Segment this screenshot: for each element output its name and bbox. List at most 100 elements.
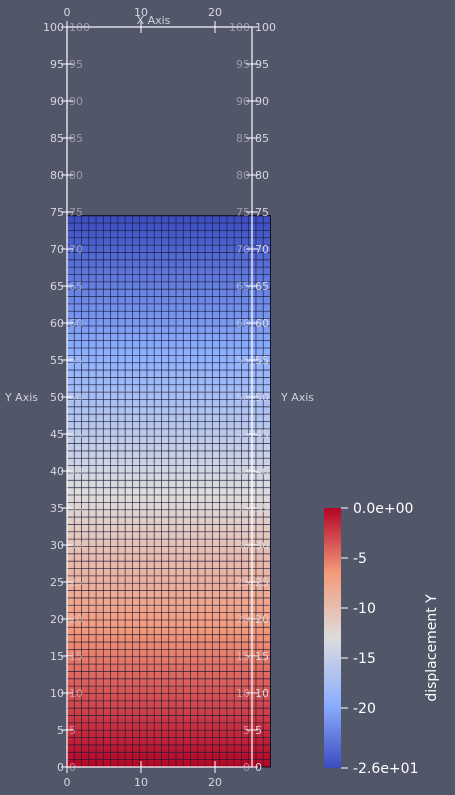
y-tick-label-left-inner: 80: [69, 169, 83, 182]
y-tick-label-right-inner: 100: [229, 21, 250, 34]
y-tick-label-right: 45: [255, 428, 269, 441]
y-tick-label-left-inner: 5: [69, 724, 76, 737]
y-tick-label-left-inner: 15: [69, 650, 83, 663]
y-tick-label-left: 85: [50, 132, 64, 145]
y-tick-label-left: 55: [50, 354, 64, 367]
y-tick-label-right: 65: [255, 280, 269, 293]
y-tick-label-right-inner: 45: [236, 428, 250, 441]
y-tick-label-right: 40: [255, 465, 269, 478]
y-tick-label-right: 60: [255, 317, 269, 330]
y-tick-label-left: 45: [50, 428, 64, 441]
y-tick-label-right: 85: [255, 132, 269, 145]
y-tick-label-left-inner: 85: [69, 132, 83, 145]
y-tick-label-right-inner: 5: [243, 724, 250, 737]
y-tick-label-left: 95: [50, 58, 64, 71]
y-tick-label-left: 50: [50, 391, 64, 404]
x-tick-label-top: 20: [208, 6, 222, 19]
y-tick-label-right: 55: [255, 354, 269, 367]
x-tick-label-bottom: 20: [208, 776, 222, 789]
y-tick-label-left-inner: 10: [69, 687, 83, 700]
y-tick-label-left: 5: [57, 724, 64, 737]
colorbar-tick-label: -20: [353, 701, 376, 717]
y-tick-label-right-inner: 95: [236, 58, 250, 71]
y-tick-label-left: 65: [50, 280, 64, 293]
y-tick-label-left-inner: 65: [69, 280, 83, 293]
y-tick-label-left: 90: [50, 95, 64, 108]
y-tick-label-right: 100: [255, 21, 276, 34]
x-axis-title: X Axis: [137, 14, 171, 27]
x-tick-label-bottom: 10: [134, 776, 148, 789]
y-tick-label-right: 90: [255, 95, 269, 108]
y-tick-label-right-inner: 40: [236, 465, 250, 478]
y-tick-label-left: 60: [50, 317, 64, 330]
y-tick-label-right-inner: 30: [236, 539, 250, 552]
colorbar-tick-label: -5: [353, 551, 367, 567]
y-tick-label-right: 70: [255, 243, 269, 256]
y-tick-label-right-inner: 50: [236, 391, 250, 404]
y-tick-label-left: 20: [50, 613, 64, 626]
y-tick-label-left-inner: 100: [69, 21, 90, 34]
colorbar-legend: 0.0e+00 -5 -10 -15 -20 -2.6e+01 displacement …: [324, 501, 440, 777]
y-tick-label-left-inner: 30: [69, 539, 83, 552]
y-tick-label-left: 70: [50, 243, 64, 256]
y-tick-label-right: 15: [255, 650, 269, 663]
y-tick-label-right: 20: [255, 613, 269, 626]
y-tick-label-right-inner: 15: [236, 650, 250, 663]
y-tick-label-right: 5: [255, 724, 262, 737]
y-tick-label-right: 25: [255, 576, 269, 589]
x-tick-label-bottom: 0: [64, 776, 71, 789]
y-tick-label-right-inner: 90: [236, 95, 250, 108]
y-tick-label-right: 95: [255, 58, 269, 71]
y-tick-label-left-inner: 0: [69, 761, 76, 774]
y-tick-label-right-inner: 80: [236, 169, 250, 182]
y-tick-label-right: 0: [255, 761, 262, 774]
y-tick-label-right-inner: 55: [236, 354, 250, 367]
y-axis-title-right: Y Axis: [280, 391, 314, 404]
y-tick-label-left: 10: [50, 687, 64, 700]
y-tick-label-left-inner: 55: [69, 354, 83, 367]
colorbar-tick-label: -2.6e+01: [353, 761, 418, 777]
y-tick-label-right-inner: 60: [236, 317, 250, 330]
y-axis-title-left: Y Axis: [4, 391, 38, 404]
y-tick-label-left-inner: 40: [69, 465, 83, 478]
y-tick-label-right: 10: [255, 687, 269, 700]
y-tick-label-right: 50: [255, 391, 269, 404]
y-tick-label-right: 30: [255, 539, 269, 552]
y-tick-label-left: 25: [50, 576, 64, 589]
y-tick-label-left-inner: 70: [69, 243, 83, 256]
x-tick-label-top: 0: [64, 6, 71, 19]
y-tick-label-right-inner: 70: [236, 243, 250, 256]
y-tick-label-right-inner: 75: [236, 206, 250, 219]
colorbar-tick-label: -15: [353, 651, 376, 667]
y-tick-label-left-inner: 50: [69, 391, 83, 404]
y-tick-label-right-inner: 10: [236, 687, 250, 700]
y-tick-label-right: 80: [255, 169, 269, 182]
y-tick-label-right-inner: 0: [243, 761, 250, 774]
mesh-field: [66, 215, 271, 768]
y-tick-label-left-inner: 90: [69, 95, 83, 108]
y-tick-label-left-inner: 45: [69, 428, 83, 441]
y-tick-label-right-inner: 25: [236, 576, 250, 589]
mesh-grid-lines: [66, 215, 271, 768]
y-tick-label-left: 0: [57, 761, 64, 774]
y-tick-label-left-inner: 35: [69, 502, 83, 515]
colorbar-title: displacement Y: [424, 594, 440, 702]
colorbar-tick-label: 0.0e+00: [353, 501, 413, 517]
y-tick-label-right-inner: 65: [236, 280, 250, 293]
y-tick-label-left-inner: 95: [69, 58, 83, 71]
colorbar-ticks: 0.0e+00 -5 -10 -15 -20 -2.6e+01: [341, 501, 418, 777]
y-tick-label-right-inner: 20: [236, 613, 250, 626]
colorbar-tick-label: -10: [353, 601, 376, 617]
y-tick-label-right-inner: 35: [236, 502, 250, 515]
y-tick-label-left: 30: [50, 539, 64, 552]
y-tick-label-right: 75: [255, 206, 269, 219]
colorbar-gradient: [324, 508, 341, 768]
x-tick-label-top: 10: [134, 6, 148, 19]
y-tick-label-right: 35: [255, 502, 269, 515]
y-tick-label-left: 75: [50, 206, 64, 219]
y-tick-label-left: 40: [50, 465, 64, 478]
y-tick-label-left-inner: 60: [69, 317, 83, 330]
